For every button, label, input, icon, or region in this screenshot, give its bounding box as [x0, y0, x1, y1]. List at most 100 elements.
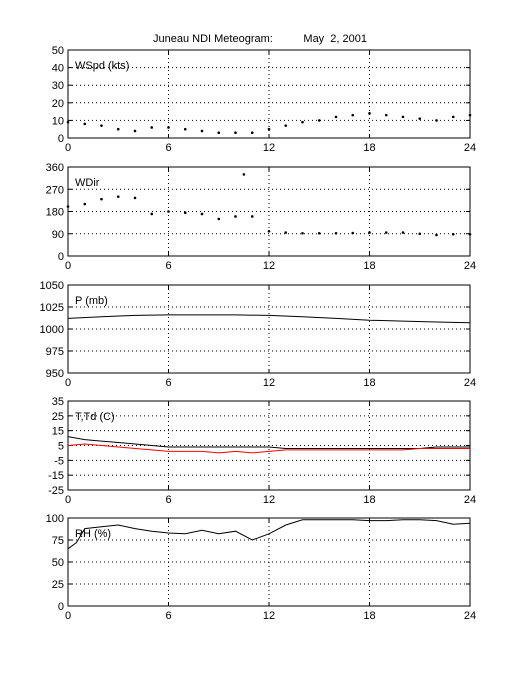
panel-wspd-kts-series-1-point — [401, 115, 405, 119]
panel-rh-ytick-label: 50 — [52, 557, 64, 569]
panel-wspd-kts-series-1 — [66, 112, 472, 135]
panel-wdir-ytick-label: 0 — [58, 251, 64, 263]
figure-title-station: Juneau NDI Meteogram: — [153, 33, 273, 45]
panel-p-mb-ytick-label: 950 — [46, 368, 64, 380]
panel-wdir-xtick-label: 12 — [263, 260, 275, 272]
panel-wspd-kts-series-1-point — [334, 115, 338, 119]
panel-wspd-kts-xtick-label: 0 — [65, 142, 71, 154]
panel-wdir-series-1-point — [66, 205, 70, 208]
panel-t-td-c-xtick-label: 24 — [464, 494, 476, 506]
panel-wspd-kts-series-1-point — [250, 131, 254, 135]
panel-wspd-kts-series-1-point — [351, 113, 355, 117]
panel-wspd-kts-series-1-point — [133, 129, 137, 133]
panel-wspd-kts-series-1-point — [200, 129, 204, 133]
panel-wspd-kts-ytick-label: 0 — [58, 133, 64, 145]
panel-wdir-xtick-label: 18 — [363, 260, 375, 272]
panel-wdir-label: WDir — [75, 177, 100, 189]
panel-wspd-kts-series-1-point — [384, 113, 388, 117]
panel-t-td-c-ytick-label: -15 — [48, 470, 64, 482]
panel-wspd-kts-ytick-label: 40 — [52, 63, 64, 75]
panel-t-td-c-ytick-label: 35 — [52, 396, 64, 408]
panel-rh-xtick-label: 18 — [363, 610, 375, 622]
panel-wdir-series-1-point — [317, 231, 321, 235]
panel-wspd-kts: 0 6 12 18 24 0 10 20 30 40 50 WSpd (kts) — [52, 45, 476, 154]
panel-p-mb-xtick-label: 0 — [65, 377, 71, 389]
panel-wdir-series-1-point — [167, 210, 170, 213]
panel-wdir-series-1-point — [468, 232, 472, 236]
panel-wspd-kts-series-1-point — [66, 120, 70, 124]
panel-wdir-series-1-point — [217, 217, 221, 221]
panel-t-td-c: 0 6 12 18 24 -25 -15 -5 5 15 25 35 T,Td (C) — [48, 396, 476, 506]
panel-wdir-ytick-label: 270 — [46, 184, 64, 196]
panel-t-td-c-ytick-label: -5 — [54, 455, 64, 467]
panel-t-td-c-ytick-label: -25 — [48, 485, 64, 497]
panel-p-mb-ytick-label: 1050 — [40, 280, 64, 292]
panel-wspd-kts-series-1-point — [317, 119, 321, 122]
panel-wspd-kts-series-1-point — [234, 131, 237, 135]
panel-t-td-c-xtick-label: 0 — [65, 494, 71, 506]
panel-rh-label: RH (%) — [75, 528, 111, 540]
panel-wspd-kts-xtick-label: 24 — [464, 142, 476, 154]
panel-p-mb-xtick-label: 6 — [165, 377, 171, 389]
panel-wspd-kts-ytick-label: 50 — [52, 45, 64, 57]
panel-wspd-kts-series-1-point — [451, 115, 455, 119]
panel-wspd-kts-label: WSpd (kts) — [75, 60, 129, 72]
panel-rh-ytick-label: 75 — [52, 535, 64, 547]
panel-t-td-c-xtick-label: 18 — [363, 494, 375, 506]
panel-rh: 0 6 12 18 24 0 25 50 75 100 RH (%) — [46, 513, 476, 622]
panel-wspd-kts-series-1-point — [284, 124, 288, 127]
panel-t-td-c-xtick-label: 6 — [165, 494, 171, 506]
panel-wdir-ytick-label: 180 — [46, 207, 64, 219]
panel-wdir-series-1-point — [401, 231, 405, 234]
panel-p-mb-xtick-label: 18 — [363, 377, 375, 389]
panel-p-mb-xtick-label: 24 — [464, 377, 476, 389]
panel-t-td-c-ytick-label: 25 — [52, 411, 64, 423]
panel-p-mb-ytick-label: 1025 — [40, 302, 64, 314]
panel-wspd-kts-series-1-point — [83, 122, 87, 126]
panel-wspd-kts-ytick-label: 30 — [52, 80, 64, 92]
panel-wdir-xtick-label: 6 — [165, 260, 171, 272]
panel-rh-ytick-label: 0 — [58, 601, 64, 613]
panel-t-td-c-series-1-line — [67, 436, 470, 449]
panel-t-td-c-label: T,Td (C) — [75, 411, 115, 423]
panel-rh-xtick-label: 6 — [165, 610, 171, 622]
panel-p-mb: 0 6 12 18 24 950 975 1000 1025 1050 P (mb) — [40, 280, 477, 389]
panel-wdir-series-1-point — [83, 202, 87, 206]
panel-wdir-series-1-point — [100, 197, 103, 201]
panel-wspd-kts-series-1-point — [267, 127, 271, 131]
panel-wdir-series-1-point — [242, 173, 246, 176]
panel-wspd-kts-series-1-point — [217, 131, 221, 135]
panel-t-td-c-ytick-label: 15 — [52, 426, 64, 438]
panel-wdir-ytick-label: 360 — [46, 162, 64, 174]
panel-wspd-kts-series-1-point — [418, 117, 422, 120]
panel-wdir-series-1-point — [435, 233, 438, 237]
panel-rh-xtick-label: 0 — [65, 610, 71, 622]
panel-p-mb-label: P (mb) — [75, 295, 108, 307]
panel-wdir-series-1-point — [200, 212, 204, 216]
panel-wdir-series-1-point — [116, 195, 120, 198]
panel-wspd-kts-xtick-label: 18 — [363, 142, 375, 154]
panel-wdir-series-1-point — [133, 196, 137, 200]
panel-wspd-kts-ytick-label: 20 — [52, 98, 64, 110]
panel-wdir-series-1 — [66, 173, 472, 237]
panel-wdir: 0 6 12 18 24 0 90 180 270 360 WDir — [46, 162, 476, 272]
panel-p-mb-series-1-line — [67, 314, 471, 324]
panel-wdir-series-1-point — [250, 215, 254, 218]
panel-wdir-series-1-point — [267, 229, 271, 233]
panel-wdir-series-1-point — [183, 211, 187, 215]
panel-wdir-series-1-point — [368, 231, 371, 234]
panel-wdir-series-1-point — [334, 231, 338, 235]
panel-wspd-kts-series-1-point — [116, 127, 120, 131]
panel-wspd-kts-series-1-point — [435, 119, 438, 122]
figure-title: Juneau NDI Meteogram: May 2, 2001 — [0, 33, 520, 45]
panel-p-mb-ytick-label: 975 — [46, 346, 64, 358]
panel-wspd-kts-series-1-point — [183, 127, 187, 131]
panel-wspd-kts-xtick-label: 6 — [165, 142, 171, 154]
panel-wspd-kts-series-1-point — [100, 124, 103, 127]
panel-wdir-series-1-point — [351, 231, 355, 235]
panel-wspd-kts-series-1-point — [368, 112, 371, 115]
panel-rh-ytick-label: 25 — [52, 579, 64, 591]
panel-rh-ytick-label: 100 — [46, 513, 64, 525]
